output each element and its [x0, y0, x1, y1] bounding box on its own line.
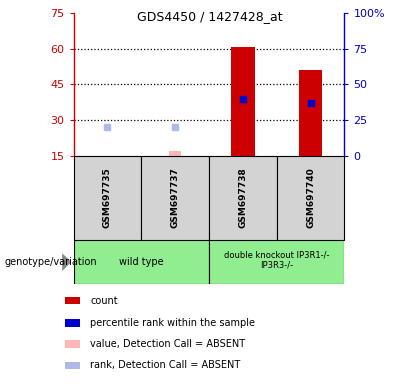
Bar	[65, 319, 81, 326]
Text: rank, Detection Call = ABSENT: rank, Detection Call = ABSENT	[90, 360, 241, 370]
Bar	[277, 156, 344, 240]
Bar	[74, 156, 141, 240]
Text: double knockout IP3R1-/-
IP3R3-/-: double knockout IP3R1-/- IP3R3-/-	[224, 250, 329, 270]
Text: GDS4450 / 1427428_at: GDS4450 / 1427428_at	[137, 10, 283, 23]
Bar	[169, 151, 181, 156]
Bar	[209, 156, 277, 240]
Bar	[141, 156, 209, 240]
Text: GSM697740: GSM697740	[306, 167, 315, 228]
Text: wild type: wild type	[119, 257, 163, 267]
Text: GSM697738: GSM697738	[238, 167, 247, 228]
Bar	[74, 240, 209, 284]
Polygon shape	[62, 253, 71, 271]
Text: value, Detection Call = ABSENT: value, Detection Call = ABSENT	[90, 339, 245, 349]
Text: percentile rank within the sample: percentile rank within the sample	[90, 318, 255, 328]
Text: genotype/variation: genotype/variation	[4, 257, 97, 267]
Bar	[65, 362, 81, 369]
Bar	[65, 340, 81, 348]
Bar	[299, 70, 323, 156]
Text: GSM697737: GSM697737	[171, 167, 180, 228]
Text: GSM697735: GSM697735	[103, 167, 112, 228]
Bar	[209, 240, 344, 284]
Bar	[231, 46, 255, 156]
Text: count: count	[90, 296, 118, 306]
Bar	[65, 297, 81, 305]
